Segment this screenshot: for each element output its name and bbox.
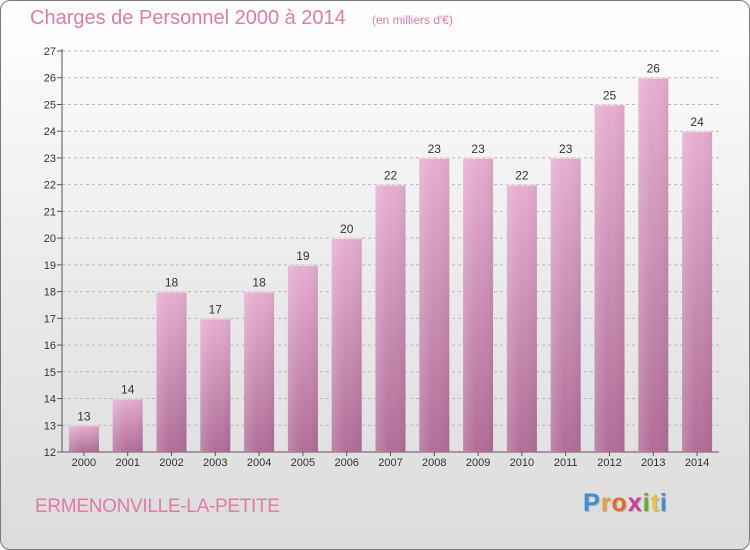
logo-letter: r [600, 489, 612, 517]
y-tick-label: 25 [44, 99, 56, 111]
logo-letter: o [611, 489, 628, 517]
x-tick-label: 2005 [291, 457, 315, 469]
x-tick-label: 2013 [641, 457, 665, 469]
bars [68, 77, 713, 452]
bar-shine [375, 184, 406, 452]
labels: 12 13 14 15 16 17 18 19 20 21 22 23 24 25 26 27 13 2000 14… [44, 46, 710, 469]
logo-letter: P [583, 489, 601, 517]
x-tick-label: 2003 [203, 457, 227, 469]
logo-letter: x [627, 489, 643, 517]
y-tick-label: 18 [44, 287, 56, 299]
data-label: 24 [690, 115, 704, 129]
bar-shine [287, 264, 318, 452]
x-tick-label: 2002 [159, 457, 183, 469]
y-tick-label: 27 [44, 46, 56, 58]
x-tick-label: 2014 [685, 457, 709, 469]
y-tick-label: 19 [44, 260, 56, 272]
data-label: 23 [428, 142, 442, 156]
x-tick-label: 2004 [247, 457, 271, 469]
bar-shine [463, 157, 494, 452]
x-tick-label: 2009 [466, 457, 490, 469]
logo-letter: t [650, 489, 660, 517]
chart-subtitle: (en milliers d'€) [372, 13, 453, 27]
x-tick-label: 2001 [115, 457, 139, 469]
data-label: 25 [603, 88, 617, 102]
x-tick-label: 2011 [554, 457, 578, 469]
y-tick-label: 21 [44, 206, 56, 218]
data-label: 22 [515, 169, 529, 183]
bar-shine [156, 291, 187, 452]
y-tick-label: 23 [44, 153, 56, 165]
proxiti-logo[interactable]: Proxiti [583, 489, 668, 518]
bar-shine [419, 157, 450, 452]
data-label: 26 [647, 62, 661, 76]
bar-shine [331, 238, 362, 452]
x-tick-label: 2006 [334, 457, 358, 469]
chart-title: Charges de Personnel 2000 à 2014 [30, 7, 346, 29]
data-label: 18 [165, 276, 179, 290]
bar-shine [68, 425, 99, 452]
logo-letter: i [659, 489, 668, 517]
logo-letter: i [642, 489, 651, 517]
data-label: 23 [471, 142, 485, 156]
bar-shine [682, 131, 713, 452]
bar-shine [594, 104, 625, 452]
y-tick-label: 26 [44, 73, 56, 85]
bar-shine [506, 184, 537, 452]
x-tick-label: 2000 [72, 457, 96, 469]
y-tick-label: 13 [44, 420, 56, 432]
bar-shine [550, 157, 581, 452]
y-tick-label: 15 [44, 367, 56, 379]
commune-name: ERMENONVILLE-LA-PETITE [35, 496, 280, 517]
data-label: 17 [209, 302, 223, 316]
bar-shine [638, 77, 669, 452]
data-label: 14 [121, 383, 135, 397]
bar-shine [244, 291, 275, 452]
data-label: 22 [384, 169, 398, 183]
data-label: 13 [77, 409, 91, 423]
bar-shine [112, 398, 143, 452]
y-tick-label: 20 [44, 233, 56, 245]
y-tick-label: 12 [44, 447, 56, 459]
x-tick-label: 2008 [422, 457, 446, 469]
bar-shine [200, 318, 231, 452]
y-tick-label: 17 [44, 313, 56, 325]
y-tick-label: 16 [44, 340, 56, 352]
x-tick-label: 2010 [510, 457, 534, 469]
y-tick-label: 14 [44, 394, 56, 406]
x-tick-label: 2007 [378, 457, 402, 469]
data-label: 19 [296, 249, 310, 263]
data-label: 23 [559, 142, 573, 156]
y-tick-label: 24 [44, 126, 56, 138]
data-label: 20 [340, 222, 354, 236]
x-tick-label: 2012 [597, 457, 621, 469]
data-label: 18 [252, 276, 266, 290]
y-tick-label: 22 [44, 180, 56, 192]
